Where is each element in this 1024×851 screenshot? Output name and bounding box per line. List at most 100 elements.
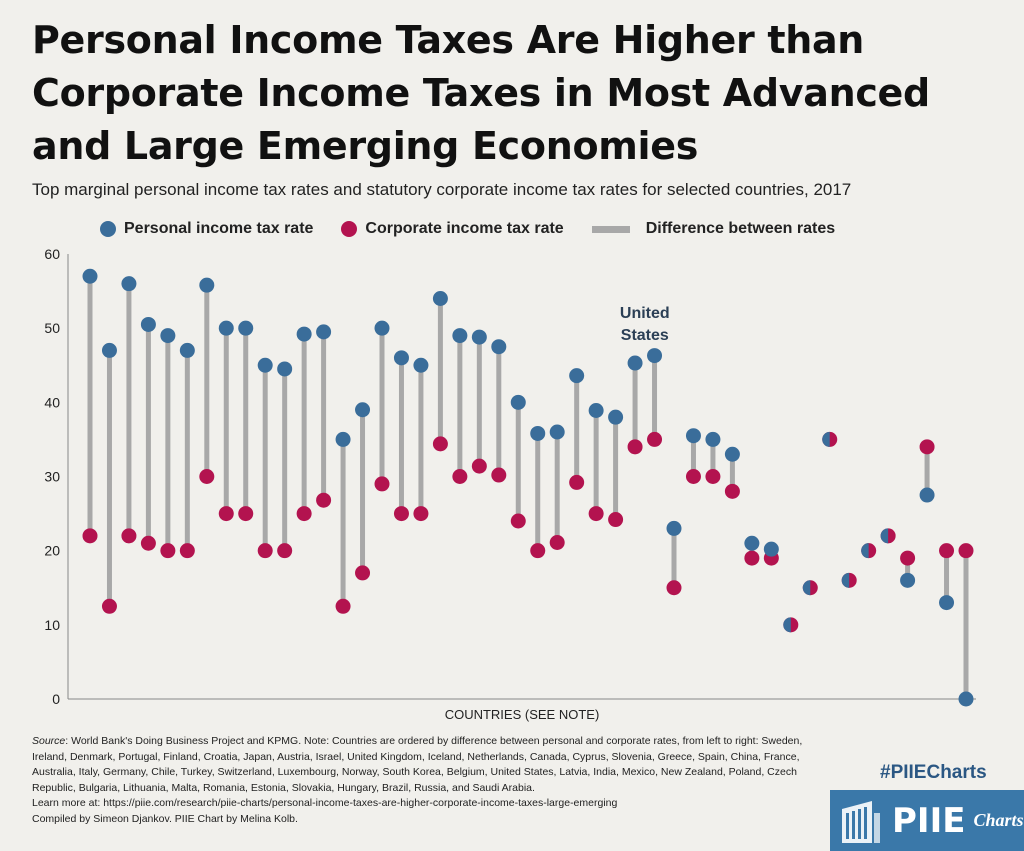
corporate-rate-point <box>257 543 273 559</box>
personal-rate-point <box>374 320 390 336</box>
hashtag: #PIIECharts <box>880 762 987 783</box>
corporate-rate-point <box>199 469 215 484</box>
personal-rate-point <box>413 357 429 373</box>
personal-rate-point <box>763 541 779 557</box>
corporate-rate-point <box>608 512 624 528</box>
corporate-rate-point <box>958 543 974 559</box>
personal-rate-point <box>199 277 215 293</box>
corporate-rate-point <box>744 550 760 566</box>
logo-main-text: PIIE <box>892 800 966 841</box>
personal-rate-point <box>841 572 850 588</box>
personal-rate-point <box>569 368 585 384</box>
corporate-rate-point <box>724 483 740 499</box>
legend-corporate-label: Corporate income tax rate <box>365 220 564 237</box>
building-icon <box>842 800 880 843</box>
personal-rate-point <box>432 291 448 306</box>
personal-rate-point <box>900 572 916 588</box>
personal-rate-point <box>82 268 98 284</box>
logo-sub-text: Charts <box>973 810 1024 830</box>
y-tick-label: 10 <box>44 617 60 633</box>
y-tick-label: 60 <box>44 246 60 262</box>
corporate-rate-point <box>179 543 195 559</box>
corporate-rate-point <box>647 431 663 447</box>
personal-rate-point <box>685 428 701 444</box>
legend-personal-label: Personal income tax rate <box>124 220 314 237</box>
personal-rate-point <box>491 339 507 355</box>
personal-rate-point <box>939 595 955 611</box>
personal-rate-point <box>919 487 935 503</box>
chart-subtitle: Top marginal personal income tax rates a… <box>32 180 852 199</box>
personal-rate-point <box>822 431 830 447</box>
corporate-rate-point <box>705 469 721 484</box>
corporate-rate-point <box>685 469 701 484</box>
source-notes: Source: World Bank's Doing Business Proj… <box>32 734 822 827</box>
credits: Compiled by Simeon Djankov. PIIE Chart b… <box>32 812 298 825</box>
corporate-rate-point <box>296 506 312 522</box>
us-annotation-line2: States <box>621 327 669 344</box>
legend-corporate-swatch <box>341 221 358 237</box>
personal-rate-point <box>724 446 740 462</box>
learn-more-link[interactable]: Learn more at: https://piie.com/research… <box>32 797 618 809</box>
source-text: : World Bank's Doing Business Project an… <box>32 735 803 794</box>
corporate-rate-point <box>413 506 429 522</box>
personal-rate-point <box>588 402 604 418</box>
personal-rate-point <box>744 535 760 551</box>
corporate-rate-point <box>335 598 351 614</box>
personal-rate-point <box>452 328 468 344</box>
y-tick-label: 20 <box>44 543 60 559</box>
corporate-rate-point <box>627 439 643 455</box>
personal-rate-point <box>101 342 117 358</box>
personal-rate-point <box>316 324 332 340</box>
personal-rate-point <box>277 361 293 377</box>
corporate-rate-point <box>355 565 371 581</box>
corporate-rate-point <box>666 580 682 596</box>
personal-rate-point <box>510 394 526 410</box>
personal-rate-point <box>335 431 351 447</box>
personal-rate-point <box>549 424 565 440</box>
personal-rate-point <box>608 409 624 425</box>
corporate-rate-point <box>82 528 98 544</box>
source-note: Source: World Bank's Doing Business Proj… <box>32 734 822 796</box>
personal-rate-point <box>627 355 643 371</box>
corporate-rate-point <box>452 469 468 484</box>
personal-rate-point <box>393 350 409 366</box>
dumbbell-chart: 0 10 20 30 40 50 60 COUNTRIES (SEE NOTE) United S… <box>44 246 976 722</box>
personal-rate-point <box>705 431 721 447</box>
legend-personal-swatch <box>100 221 116 237</box>
corporate-rate-point <box>432 436 448 452</box>
corporate-rate-point <box>238 506 254 522</box>
corporate-rate-point <box>393 506 409 522</box>
corporate-rate-point <box>510 513 526 529</box>
legend-difference-label: Difference between rates <box>645 220 836 237</box>
corporate-rate-point <box>491 467 507 483</box>
corporate-rate-point <box>218 506 234 522</box>
personal-rate-point <box>355 402 371 418</box>
legend-difference-swatch <box>591 225 630 233</box>
corporate-rate-point <box>374 476 390 492</box>
corporate-rate-point <box>277 543 293 559</box>
personal-rate-point <box>121 276 137 292</box>
y-tick-label: 0 <box>52 691 60 707</box>
personal-rate-point <box>179 342 195 358</box>
legend-item-personal: Personal income tax rate <box>100 220 313 238</box>
personal-rate-point <box>861 543 869 559</box>
personal-rate-point <box>160 328 176 344</box>
corporate-rate-point <box>900 550 916 566</box>
legend-item-difference: Difference between rates <box>591 220 836 238</box>
y-tick-label: 50 <box>44 320 60 336</box>
personal-rate-point <box>647 348 663 364</box>
personal-rate-point <box>238 320 254 336</box>
corporate-rate-point <box>316 492 332 508</box>
legend: Personal income tax rate Corporate incom… <box>100 218 863 240</box>
corporate-rate-point <box>160 543 176 559</box>
corporate-rate-point <box>101 598 117 614</box>
personal-rate-point <box>783 617 791 633</box>
corporate-rate-point <box>569 474 585 490</box>
personal-rate-point <box>296 326 312 342</box>
corporate-rate-point <box>121 528 137 544</box>
corporate-rate-point <box>471 458 487 474</box>
source-label: Source <box>32 735 66 747</box>
personal-rate-point <box>218 320 234 336</box>
us-annotation-line1: United <box>620 305 670 322</box>
corporate-rate-point <box>939 543 955 559</box>
